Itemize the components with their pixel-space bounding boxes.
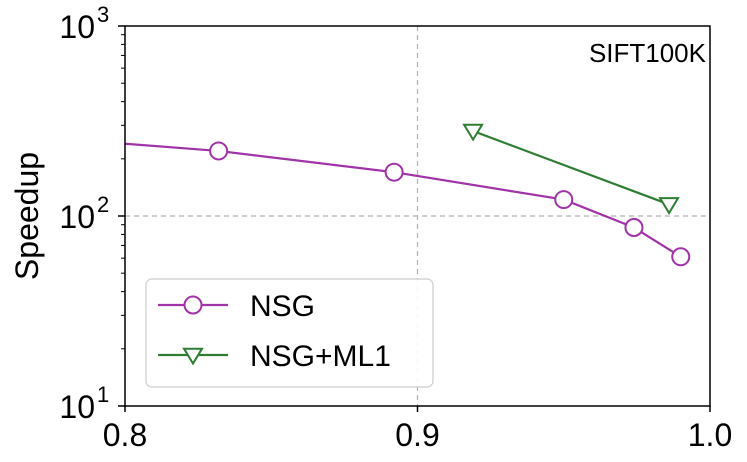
legend-entry: NSG xyxy=(158,290,315,323)
legend-label: NSG+ML1 xyxy=(250,340,391,373)
series-line xyxy=(472,130,670,206)
x-tick-label: 0.9 xyxy=(395,417,439,453)
x-tick-label: 1.0 xyxy=(688,417,732,453)
y-tick-exponent: 2 xyxy=(97,192,109,217)
data-point xyxy=(671,247,691,267)
legend-label: NSG xyxy=(250,290,315,323)
dataset-annotation: SIFT100K xyxy=(589,38,707,68)
data-point xyxy=(658,197,680,215)
data-point xyxy=(624,217,644,237)
data-point xyxy=(554,190,574,210)
legend-marker xyxy=(182,347,204,366)
y-tick-label: 10 xyxy=(59,389,95,425)
data-point xyxy=(384,162,404,182)
series-nsg-ml1 xyxy=(462,123,680,215)
x-tick-label: 0.8 xyxy=(103,417,147,453)
series-nsg xyxy=(125,141,691,267)
y-tick-exponent: 3 xyxy=(97,2,109,27)
legend-marker xyxy=(183,295,203,315)
series-layer xyxy=(125,123,691,267)
y-tick-label: 10 xyxy=(59,199,95,235)
data-point xyxy=(462,123,484,142)
y-axis-label: Speedup xyxy=(9,152,45,280)
series-line xyxy=(125,142,682,258)
y-tick-label: 10 xyxy=(59,9,95,45)
data-point xyxy=(209,141,229,161)
y-tick-exponent: 1 xyxy=(97,382,109,407)
legend-entry: NSG+ML1 xyxy=(158,340,391,373)
legend: NSG NSG+ML1 xyxy=(145,278,434,388)
